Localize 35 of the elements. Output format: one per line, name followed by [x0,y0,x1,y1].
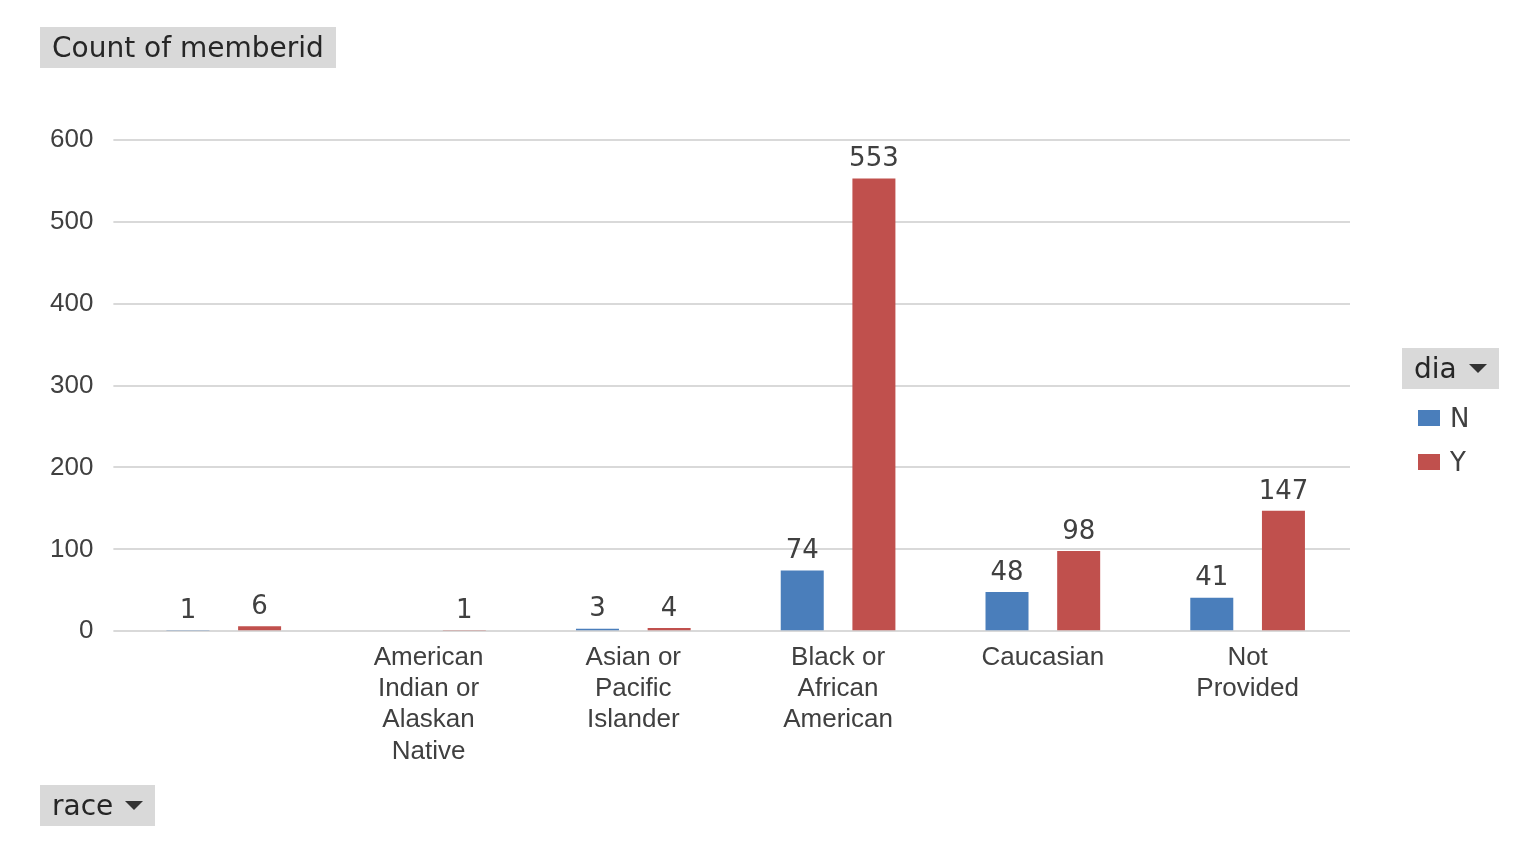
x-tick-label: Caucasian [981,640,1105,671]
x-tick-label: Black or African American [783,640,893,734]
x-tick-label: American Indian or Alaskan Native [373,640,484,765]
y-tick-label: 500 [49,205,94,236]
chart-title: Count of memberid [52,31,324,64]
data-label: 1 [456,594,473,625]
data-label: 41 [1195,561,1229,592]
data-label: 4 [660,591,678,622]
data-label: 98 [1062,514,1096,545]
x-axis-title: race [52,789,114,822]
bar [852,178,896,631]
x-tick-label: Not Provided [1196,640,1299,703]
y-tick-label: 0 [78,614,94,645]
y-tick-label: 100 [49,532,94,563]
data-label: 147 [1258,474,1309,505]
y-tick-label: 400 [49,286,94,317]
legend-label: N [1450,403,1470,433]
legend-label: Y [1450,447,1466,477]
x-tick-label: Asian or Pacific Islander [585,640,682,734]
y-tick-label: 200 [49,450,94,481]
bar [985,591,1029,631]
data-label: 6 [251,590,268,621]
data-label: 74 [785,534,819,565]
data-label: 3 [589,592,606,623]
legend-title: dia [1414,352,1457,385]
bar [1261,510,1305,631]
bar [1057,550,1101,631]
bar [1190,597,1234,631]
y-tick-label: 600 [49,123,94,154]
data-label: 553 [849,142,899,173]
bar [780,570,824,631]
bar [238,626,282,631]
data-label: 48 [990,555,1024,586]
data-label: 1 [179,594,197,625]
y-tick-label: 300 [49,368,94,399]
